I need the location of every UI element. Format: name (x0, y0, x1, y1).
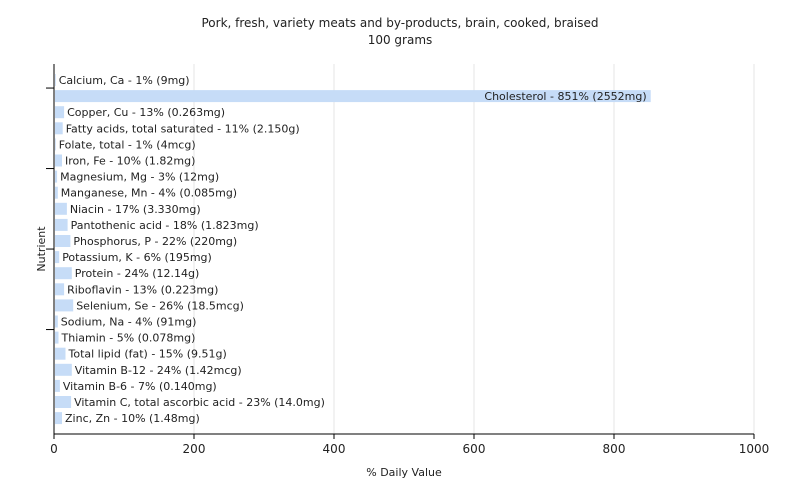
x-tick-label: 600 (463, 442, 486, 456)
bar (55, 347, 66, 360)
chart-subtitle: 100 grams (368, 33, 433, 47)
bar (55, 283, 65, 296)
axes: 0 200 400 600 800 1000 (46, 64, 769, 456)
bar (55, 122, 63, 135)
chart-title: Pork, fresh, variety meats and by-produc… (201, 16, 598, 30)
bar-label: Protein - 24% (12.14g) (75, 267, 200, 280)
bar-label: Fatty acids, total saturated - 11% (2.15… (66, 122, 300, 135)
bar-label: Vitamin B-6 - 7% (0.140mg) (63, 380, 217, 393)
bar-label: Copper, Cu - 13% (0.263mg) (67, 106, 225, 119)
bar-labels: Calcium, Ca - 1% (9mg) Cholesterol - 851%… (59, 74, 647, 425)
bar-label: Zinc, Zn - 10% (1.48mg) (65, 412, 200, 425)
bars (55, 74, 651, 425)
bar-label: Riboflavin - 13% (0.223mg) (67, 283, 218, 296)
bar (55, 90, 651, 103)
bar-label: Magnesium, Mg - 3% (12mg) (60, 171, 219, 184)
bar (55, 138, 56, 151)
x-tick-label: 1000 (739, 442, 770, 456)
bar-label: Vitamin C, total ascorbic acid - 23% (14… (74, 396, 325, 409)
bar-label: Potassium, K - 6% (195mg) (62, 251, 212, 264)
x-axis-title: % Daily Value (366, 466, 442, 479)
plot-area (54, 64, 754, 434)
bar (55, 363, 72, 376)
y-axis-title: Nutrient (35, 226, 48, 272)
bar-label: Folate, total - 1% (4mcg) (59, 138, 196, 151)
bar-label: Phosphorus, P - 22% (220mg) (73, 235, 237, 248)
x-tick-label: 200 (183, 442, 206, 456)
bar-label: Vitamin B-12 - 24% (1.42mcg) (75, 364, 242, 377)
bar (55, 154, 62, 167)
bar (55, 202, 67, 215)
bar (55, 331, 59, 344)
bar (55, 186, 58, 199)
bar-label: Thiamin - 5% (0.078mg) (61, 332, 196, 345)
bar (55, 235, 71, 247)
bar (55, 412, 62, 425)
bar-label: Pantothenic acid - 18% (1.823mg) (71, 219, 259, 232)
bar (55, 106, 65, 119)
bar-label: Iron, Fe - 10% (1.82mg) (65, 155, 195, 168)
bar (55, 170, 58, 183)
bar-label: Manganese, Mn - 4% (0.085mg) (61, 187, 237, 200)
bar (55, 396, 72, 408)
bar (55, 267, 72, 280)
x-tick-label: 400 (323, 442, 346, 456)
bar (55, 218, 68, 231)
bar (55, 379, 60, 392)
grid (193, 64, 755, 434)
bar (55, 74, 56, 86)
x-tick-label: 800 (603, 442, 626, 456)
bar-label: Selenium, Se - 26% (18.5mcg) (76, 299, 244, 312)
bar (55, 251, 60, 264)
bar-label: Sodium, Na - 4% (91mg) (61, 316, 197, 329)
bar-label: Total lipid (fat) - 15% (9.51g) (68, 348, 227, 361)
bar-label: Cholesterol - 851% (2552mg) (484, 90, 646, 103)
x-tick-label: 0 (50, 442, 58, 456)
bar (55, 315, 58, 328)
bar (55, 299, 74, 312)
bar-label: Calcium, Ca - 1% (9mg) (59, 74, 190, 87)
bar-label: Niacin - 17% (3.330mg) (70, 203, 201, 216)
